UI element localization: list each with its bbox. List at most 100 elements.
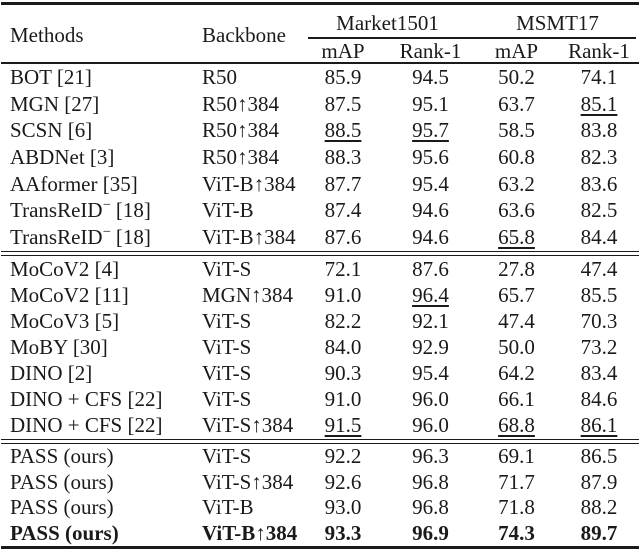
metric-cell: 90.3 (324, 361, 362, 386)
metric-cell: 64.2 (498, 361, 535, 386)
metric-cell: 86.1 (580, 413, 618, 438)
header-rule (1, 62, 639, 64)
metric-cell: 71.8 (498, 495, 535, 520)
method-cell: DINO + CFS [22] (10, 387, 163, 412)
method-cell: PASS (ours) (10, 444, 114, 469)
metric-cell: 27.8 (498, 256, 535, 281)
group-span-rule (308, 37, 636, 39)
superscript-minus: − (102, 197, 111, 214)
metric-cell: 50.0 (498, 334, 535, 359)
metric-cell: 73.2 (580, 334, 618, 359)
method-cell: DINO + CFS [22] (10, 413, 163, 438)
column-header-msmt-rank1: Rank-1 (568, 39, 630, 63)
column-header-backbone: Backbone (202, 23, 286, 47)
method-cell: ABDNet [3] (10, 145, 115, 170)
top-rule (1, 2, 639, 5)
metric-cell: 85.5 (580, 282, 618, 307)
superscript-minus: − (102, 224, 111, 241)
backbone-cell: ViT-S (202, 387, 252, 412)
column-header-market-map: mAP (321, 39, 365, 63)
table-row: PASS (ours) ViT-B 93.0 96.8 71.8 88.2 (0, 495, 640, 521)
metric-cell: 89.7 (580, 520, 618, 545)
table-row: DINO [2] ViT-S 90.3 95.4 64.2 83.4 (0, 361, 640, 387)
method-cell: AAformer [35] (10, 171, 138, 196)
metric-cell: 68.8 (498, 413, 535, 438)
method-cell: MoCoV3 [5] (10, 308, 120, 333)
metric-cell: 84.6 (580, 387, 618, 412)
backbone-cell: R50↑384 (202, 91, 280, 116)
table-section-ours: PASS (ours) ViT-S 92.2 96.3 69.1 86.5 PA… (0, 444, 640, 546)
backbone-cell: ViT-S (202, 334, 252, 359)
table-row: MoCoV2 [4] ViT-S 72.1 87.6 27.8 47.4 (0, 256, 640, 282)
table-section-supervised: BOT [21] R50 85.9 94.5 50.2 74.1 MGN [27… (0, 64, 640, 251)
metric-cell: 60.8 (498, 145, 535, 170)
metric-cell: 65.7 (498, 282, 535, 307)
metric-cell: 82.5 (580, 198, 618, 223)
metric-cell: 63.7 (498, 91, 535, 116)
method-cell: PASS (ours) (10, 520, 119, 545)
backbone-cell: ViT-B↑384 (202, 520, 298, 545)
backbone-cell: R50↑384 (202, 118, 280, 143)
backbone-cell: ViT-B↑384 (202, 225, 296, 250)
metric-cell: 74.3 (498, 520, 535, 545)
metric-cell: 91.0 (324, 282, 362, 307)
table-row-best: PASS (ours) ViT-B↑384 93.3 96.9 74.3 89.… (0, 521, 640, 547)
method-ref: [18] (115, 198, 151, 223)
metric-cell: 96.8 (412, 495, 449, 520)
metric-cell: 87.4 (324, 198, 362, 223)
metric-cell: 85.1 (580, 91, 618, 116)
metric-cell: 85.9 (324, 64, 362, 89)
method-name: TransReID (10, 225, 103, 250)
column-header-msmt-map: mAP (494, 39, 539, 63)
column-group-market1501: Market1501 (336, 11, 439, 35)
backbone-cell: R50 (202, 64, 238, 89)
metric-cell: 87.6 (412, 256, 449, 281)
metric-cell: 92.2 (324, 444, 362, 469)
metric-cell: 47.4 (498, 308, 535, 333)
backbone-cell: R50↑384 (202, 145, 280, 170)
metric-cell: 93.0 (324, 495, 362, 520)
metric-cell: 92.6 (324, 469, 362, 494)
backbone-cell: ViT-S↑384 (202, 469, 294, 494)
metric-cell: 84.0 (324, 334, 362, 359)
method-cell: SCSN [6] (10, 118, 93, 143)
table-row: MGN [27] R50↑384 87.5 95.1 63.7 85.1 (0, 91, 640, 118)
metric-cell: 63.2 (498, 171, 535, 196)
table-row: TransReID− [18] ViT-B 87.4 94.6 63.6 82.… (0, 198, 640, 225)
metric-cell: 95.4 (412, 171, 449, 196)
metric-cell: 94.5 (412, 64, 449, 89)
backbone-cell: ViT-S (202, 361, 252, 386)
metric-cell: 71.7 (498, 469, 535, 494)
metric-cell: 95.6 (412, 145, 449, 170)
method-ref: [18] (115, 225, 151, 250)
table-row: DINO + CFS [22] ViT-S↑384 91.5 96.0 68.8… (0, 413, 640, 439)
spacer (0, 41, 202, 61)
backbone-cell: ViT-S↑384 (202, 413, 294, 438)
spacer (202, 41, 300, 61)
table-row: MoBY [30] ViT-S 84.0 92.9 50.0 73.2 (0, 334, 640, 360)
table-header: Methods Backbone Market1501 MSMT17 mAP R… (0, 5, 640, 62)
table-row: PASS (ours) ViT-S↑384 92.6 96.8 71.7 87.… (0, 470, 640, 496)
metric-cell: 96.9 (412, 520, 449, 545)
metric-cell: 83.8 (580, 118, 618, 143)
metric-cell: 47.4 (580, 256, 618, 281)
method-name: TransReID (10, 198, 103, 223)
backbone-cell: ViT-B (202, 495, 254, 520)
method-cell: TransReID− [18] (0, 198, 202, 223)
column-header-methods: Methods (10, 23, 84, 47)
table-row: PASS (ours) ViT-S 92.2 96.3 69.1 86.5 (0, 444, 640, 470)
metric-cell: 94.6 (412, 198, 449, 223)
method-cell: DINO [2] (10, 361, 93, 386)
metric-cell: 96.0 (412, 387, 449, 412)
metric-cell: 91.5 (324, 413, 362, 438)
table-section-selfsupervised: MoCoV2 [4] ViT-S 72.1 87.6 27.8 47.4 MoC… (0, 256, 640, 439)
metric-cell: 88.5 (324, 118, 362, 143)
metric-cell: 91.0 (324, 387, 362, 412)
metric-cell: 96.4 (412, 282, 449, 307)
metric-cell: 92.9 (412, 334, 449, 359)
section-divider-rule (1, 251, 639, 256)
metric-cell: 95.7 (412, 118, 449, 143)
backbone-cell: ViT-B (202, 198, 254, 223)
metric-cell: 50.2 (498, 64, 535, 89)
